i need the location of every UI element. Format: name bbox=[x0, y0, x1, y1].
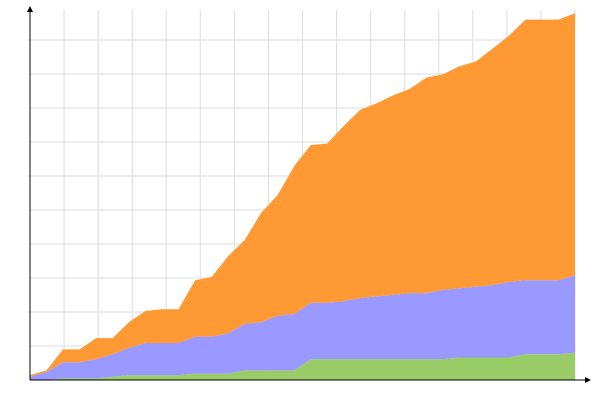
x-axis-arrow bbox=[585, 377, 591, 383]
series-area-2 bbox=[30, 275, 575, 380]
y-axis-arrow bbox=[27, 6, 33, 12]
series-area-3 bbox=[30, 13, 575, 377]
plot-areas bbox=[30, 13, 575, 380]
series-area-1 bbox=[30, 352, 575, 380]
axes bbox=[27, 6, 591, 383]
